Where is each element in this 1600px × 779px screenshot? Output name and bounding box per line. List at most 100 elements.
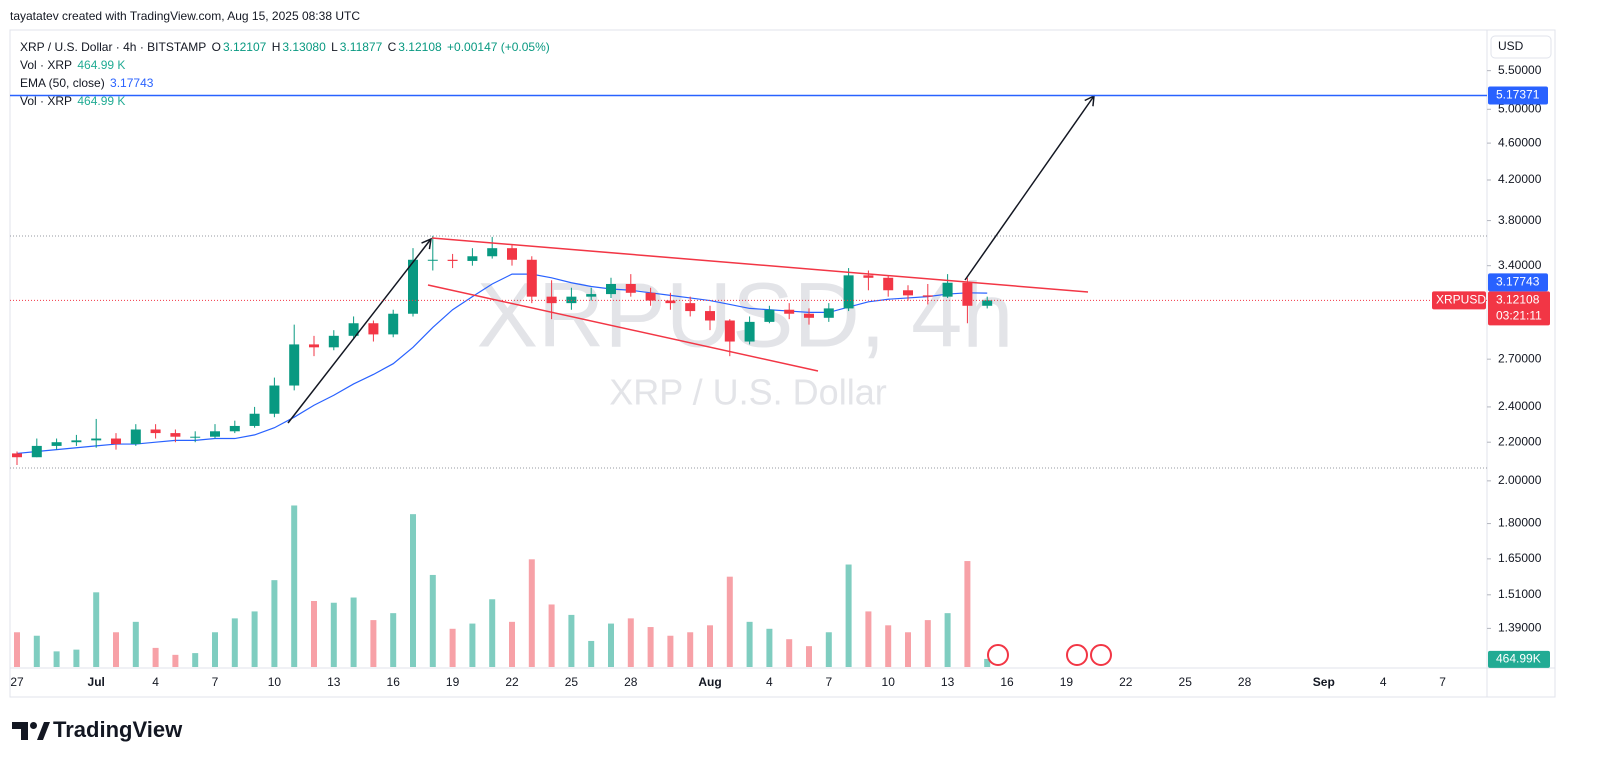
candle-body (269, 385, 280, 414)
ohlc-value: 3.11877 (339, 40, 383, 54)
drawings (287, 94, 1112, 666)
candle-body (487, 248, 498, 257)
x-tick-label: 27 (10, 675, 24, 689)
candle-body (863, 275, 874, 278)
candle-body (111, 438, 121, 445)
ohlc-key: L (331, 40, 338, 54)
volume-bar (588, 640, 595, 667)
candle-body (31, 445, 42, 458)
ohlc-value: 3.12107 (222, 40, 267, 54)
y-tick-label: 2.00000 (1498, 473, 1542, 487)
legend-row: Vol · XRP 464.99 K (20, 56, 127, 74)
candle-body (804, 313, 814, 318)
candle-body (744, 321, 755, 342)
candle-body (328, 335, 339, 348)
currency-box[interactable] (1490, 35, 1552, 59)
trend-line (427, 284, 819, 372)
y-tick-label: 1.80000 (1498, 516, 1542, 530)
volume-bar (806, 646, 812, 667)
volume-bar (291, 505, 298, 667)
candle-body (348, 323, 359, 336)
y-tick-label: 5.00000 (1498, 101, 1542, 115)
volume-bar (73, 649, 80, 667)
volume-bar (429, 574, 436, 667)
legend-row: EMA (50, close) 3.17743 (20, 74, 155, 92)
candle-body (51, 442, 62, 446)
candle-body (229, 425, 240, 432)
volume-bar (608, 623, 614, 667)
x-tick-label: 19 (1060, 675, 1074, 689)
candle-body (645, 292, 656, 301)
candle-body (526, 259, 537, 297)
x-tick-label: 7 (212, 675, 219, 689)
volume-bar (410, 514, 416, 667)
volume-bar (667, 635, 674, 667)
ohlc-value: 3.12108 (398, 40, 442, 54)
candle-body (368, 323, 379, 335)
volume-bar (786, 639, 793, 667)
legend-row: XRP / U.S. Dollar · 4h · BITSTAMP O 3.121… (20, 38, 552, 56)
candle-body (467, 256, 478, 261)
volume-label: 464.99K (1496, 652, 1541, 666)
x-tick-label: 4 (152, 675, 159, 689)
event-flags (987, 644, 1112, 666)
y-tick-label: 1.51000 (1498, 587, 1542, 601)
volume-bar (53, 651, 60, 667)
candle-body (408, 259, 418, 314)
y-tick-label: 4.20000 (1498, 172, 1542, 186)
ohlc-key: H (271, 40, 281, 54)
y-tick-label: 4.60000 (1498, 135, 1542, 149)
arrow (287, 237, 432, 424)
price-label-box (1488, 86, 1548, 105)
legend-value: 3.17743 (110, 76, 154, 90)
volume-bar (627, 618, 634, 667)
y-tick-label: 1.39000 (1498, 621, 1542, 635)
volume-bar (924, 620, 931, 667)
currency: USD (1498, 39, 1524, 53)
volume-bar (845, 564, 852, 667)
volume-bar (707, 625, 713, 667)
candle-body (962, 282, 973, 306)
x-tick-label: 13 (327, 675, 341, 689)
x-tick-label: Sep (1313, 675, 1335, 689)
x-tick-label: Aug (698, 675, 721, 689)
countdown: 03:21:11 (1496, 309, 1542, 323)
candle-body (190, 436, 201, 438)
x-tick-label: 10 (882, 675, 896, 689)
candle-body (507, 248, 517, 260)
ohlc-key: C (387, 40, 397, 54)
candle-body (685, 303, 696, 312)
x-tick-label: 7 (1439, 675, 1446, 689)
x-tick-label: 13 (941, 675, 955, 689)
price-label: 3.17743 (1496, 275, 1540, 289)
x-tick-label: Jul (88, 675, 105, 689)
volume-bar (132, 621, 139, 667)
volume-bar (350, 597, 357, 667)
candle-body (289, 344, 300, 386)
volume-bar (271, 580, 278, 667)
x-tick-label: 4 (1380, 675, 1387, 689)
price-label-box (1488, 273, 1548, 292)
volume-bar (528, 559, 535, 667)
candle-body (150, 429, 161, 434)
logo-text: TradingView (53, 717, 183, 742)
volume-bar (93, 592, 100, 667)
volume-bar (311, 601, 317, 667)
candle-body (942, 282, 953, 297)
volume-bar (944, 613, 951, 667)
candle-body (309, 344, 319, 348)
volume-bar (905, 632, 911, 667)
candle-body (823, 308, 834, 318)
volume-bar (568, 614, 575, 667)
y-tick-label: 3.40000 (1498, 258, 1542, 272)
x-tick-label: 4 (766, 675, 773, 689)
volume-bar (251, 611, 258, 667)
candle-body (625, 283, 636, 293)
logo-mark (12, 722, 28, 740)
volume-bar (370, 620, 377, 667)
y-tick-label: 2.20000 (1498, 434, 1542, 448)
candle-body (764, 309, 775, 322)
header: tayatatev created with TradingView.com, … (10, 9, 360, 23)
